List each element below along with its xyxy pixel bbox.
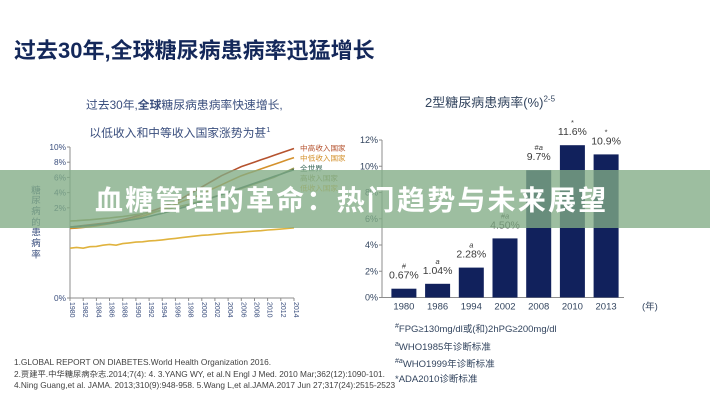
svg-text:1994: 1994: [461, 302, 482, 313]
svg-text:10.9%: 10.9%: [591, 135, 621, 147]
svg-text:12%: 12%: [360, 135, 378, 145]
svg-text:*: *: [571, 118, 574, 127]
svg-text:(年): (年): [642, 301, 658, 313]
svg-text:8%: 8%: [54, 157, 67, 167]
svg-text:#a: #a: [535, 143, 543, 152]
svg-text:2008: 2008: [528, 302, 549, 313]
svg-text:1986: 1986: [427, 302, 448, 313]
svg-text:10%: 10%: [49, 142, 66, 152]
svg-text:2013: 2013: [596, 302, 617, 313]
svg-text:0%: 0%: [365, 293, 378, 303]
svg-text:0.67%: 0.67%: [389, 270, 419, 282]
svg-text:*: *: [605, 127, 608, 136]
svg-text:1980: 1980: [393, 302, 414, 313]
svg-text:9.7%: 9.7%: [527, 151, 551, 163]
svg-text:中高收入国家: 中高收入国家: [300, 144, 346, 153]
svg-text:2002: 2002: [494, 302, 515, 313]
svg-text:a: a: [436, 257, 440, 266]
svg-text:a: a: [469, 241, 473, 250]
svg-text:2.28%: 2.28%: [456, 249, 486, 261]
svg-text:2010: 2010: [562, 302, 583, 313]
svg-text:4%: 4%: [365, 240, 378, 250]
svg-text:中低收入国家: 中低收入国家: [300, 154, 346, 163]
svg-text:1.04%: 1.04%: [423, 265, 453, 277]
svg-text:11.6%: 11.6%: [558, 126, 587, 138]
svg-text:2%: 2%: [365, 266, 378, 276]
